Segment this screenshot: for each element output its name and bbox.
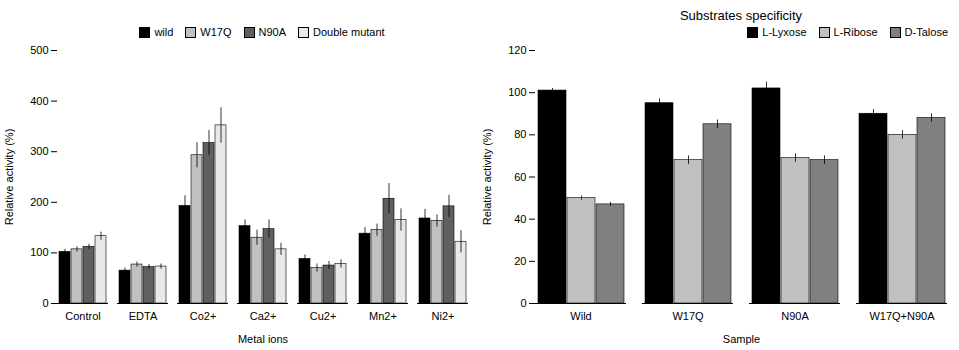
svg-text:500: 500 bbox=[30, 44, 48, 56]
svg-text:Co2+: Co2+ bbox=[190, 310, 217, 322]
svg-text:Ca2+: Ca2+ bbox=[250, 310, 277, 322]
svg-text:100: 100 bbox=[508, 86, 526, 98]
svg-text:300: 300 bbox=[30, 145, 48, 157]
html-text:Substrates specificity: Substrates specificity bbox=[679, 8, 802, 23]
svg-text:20: 20 bbox=[514, 255, 526, 267]
html-text:D-Talose: D-Talose bbox=[904, 26, 948, 38]
svg-text:60: 60 bbox=[514, 171, 526, 183]
svg-text:Ni2+: Ni2+ bbox=[432, 310, 455, 322]
html-text:L-Lyxose: L-Lyxose bbox=[762, 26, 807, 38]
svg-text:100: 100 bbox=[30, 246, 48, 258]
html-text:L-Ribose: L-Ribose bbox=[833, 26, 878, 38]
svg-text:400: 400 bbox=[30, 95, 48, 107]
svg-text:EDTA: EDTA bbox=[129, 310, 158, 322]
html-text:Double mutant: Double mutant bbox=[313, 26, 385, 38]
svg-text:Sample: Sample bbox=[723, 333, 760, 345]
svg-text:40: 40 bbox=[514, 213, 526, 225]
svg-text:0: 0 bbox=[42, 297, 48, 309]
html-text:W17Q: W17Q bbox=[200, 26, 232, 38]
svg-text:Wild: Wild bbox=[570, 310, 591, 322]
svg-text:80: 80 bbox=[514, 128, 526, 140]
svg-text:200: 200 bbox=[30, 196, 48, 208]
svg-text:Relative activity (%): Relative activity (%) bbox=[481, 129, 493, 226]
svg-text:Control: Control bbox=[65, 310, 100, 322]
svg-text:120: 120 bbox=[508, 44, 526, 56]
svg-text:0: 0 bbox=[520, 297, 526, 309]
svg-text:N90A: N90A bbox=[781, 310, 809, 322]
svg-text:W17Q+N90A: W17Q+N90A bbox=[869, 310, 935, 322]
svg-text:Mn2+: Mn2+ bbox=[369, 310, 397, 322]
html-text:wild: wild bbox=[154, 26, 174, 38]
svg-text:W17Q: W17Q bbox=[672, 310, 704, 322]
svg-text:Metal ions: Metal ions bbox=[238, 333, 289, 345]
svg-text:Cu2+: Cu2+ bbox=[310, 310, 337, 322]
svg-text:Relative activity (%): Relative activity (%) bbox=[3, 129, 15, 226]
html-text:N90A: N90A bbox=[258, 26, 287, 38]
